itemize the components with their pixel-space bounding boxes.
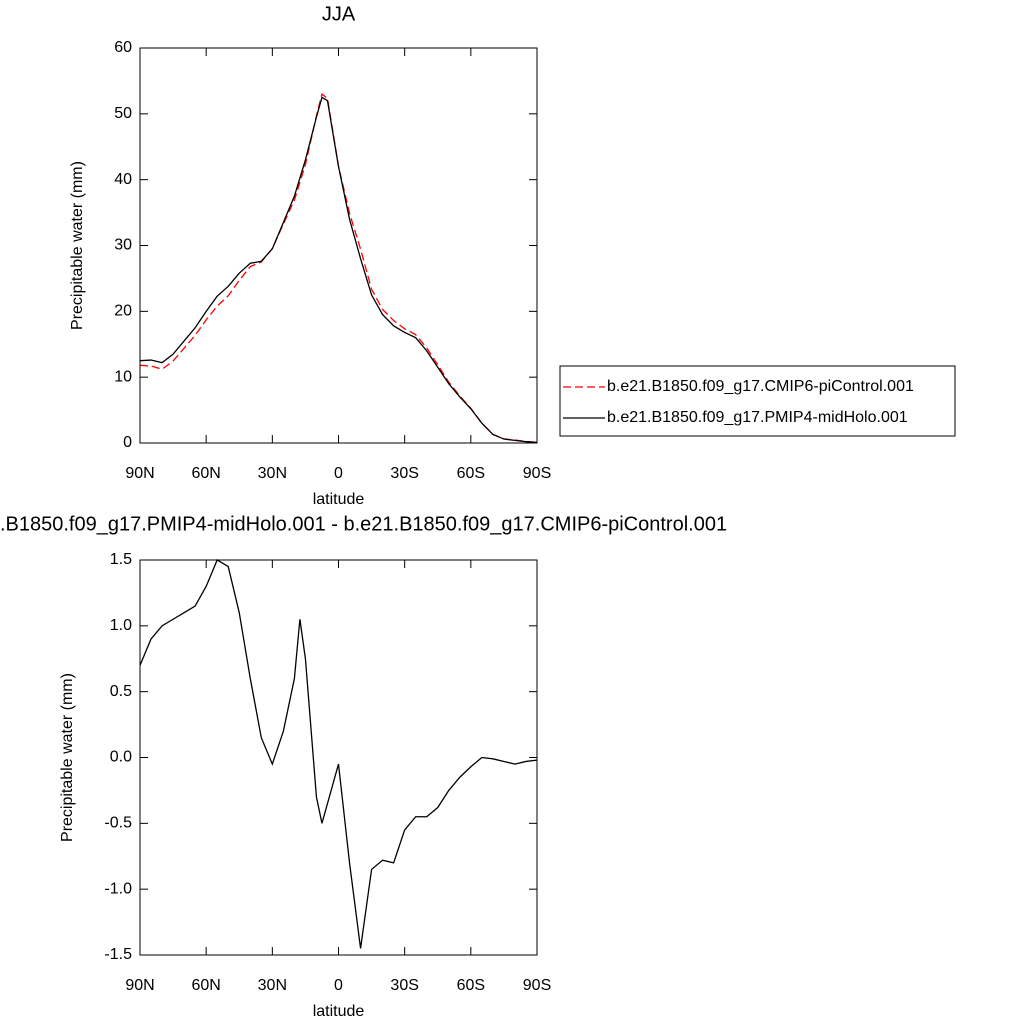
x-axis-label: latitude: [313, 1003, 365, 1020]
x-tick-label: 30S: [390, 977, 418, 994]
x-tick-label: 90N: [125, 977, 154, 994]
y-tick-label: 1.5: [110, 551, 132, 568]
x-tick-label: 60S: [457, 465, 485, 482]
y-tick-label: 10: [114, 368, 132, 385]
chart-title: b.e21.B1850.f09_g17.PMIP4-midHolo.001 - …: [0, 513, 727, 535]
x-tick-label: 30N: [258, 465, 287, 482]
y-tick-label: -0.5: [104, 815, 132, 832]
x-tick-label: 0: [334, 977, 343, 994]
x-tick-label: 30S: [390, 465, 418, 482]
chart-title: JJA: [322, 3, 356, 25]
y-tick-label: 20: [114, 303, 132, 320]
data-line: [139, 559, 538, 949]
x-tick-label: 60N: [191, 977, 220, 994]
y-axis-label: Precipitable water (mm): [59, 673, 76, 842]
data-line: [139, 92, 538, 443]
plot-frame: [139, 559, 538, 956]
x-tick-label: 60N: [191, 465, 220, 482]
y-tick-label: 0: [123, 434, 132, 451]
y-axis-label: Precipitable water (mm): [69, 161, 86, 330]
y-tick-label: 0.0: [110, 749, 132, 766]
y-tick-label: 30: [114, 237, 132, 254]
x-axis-label: latitude: [313, 491, 365, 508]
x-tick-label: 90N: [125, 465, 154, 482]
y-tick-label: -1.5: [104, 946, 132, 963]
y-tick-label: 1.0: [110, 617, 132, 634]
data-line: [139, 96, 538, 443]
legend-label: b.e21.B1850.f09_g17.CMIP6-piControl.001: [607, 378, 914, 395]
x-tick-label: 90S: [523, 977, 551, 994]
y-tick-label: 60: [114, 39, 132, 56]
x-tick-label: 0: [334, 465, 343, 482]
plot-frame: [139, 47, 538, 444]
legend-label: b.e21.B1850.f09_g17.PMIP4-midHolo.001: [607, 409, 908, 426]
x-tick-label: 60S: [457, 977, 485, 994]
y-tick-label: 50: [114, 105, 132, 122]
x-tick-label: 30N: [258, 977, 287, 994]
y-tick-label: 40: [114, 171, 132, 188]
x-tick-label: 90S: [523, 465, 551, 482]
y-tick-label: -1.0: [104, 880, 132, 897]
legend-box: [559, 365, 956, 437]
y-tick-label: 0.5: [110, 683, 132, 700]
